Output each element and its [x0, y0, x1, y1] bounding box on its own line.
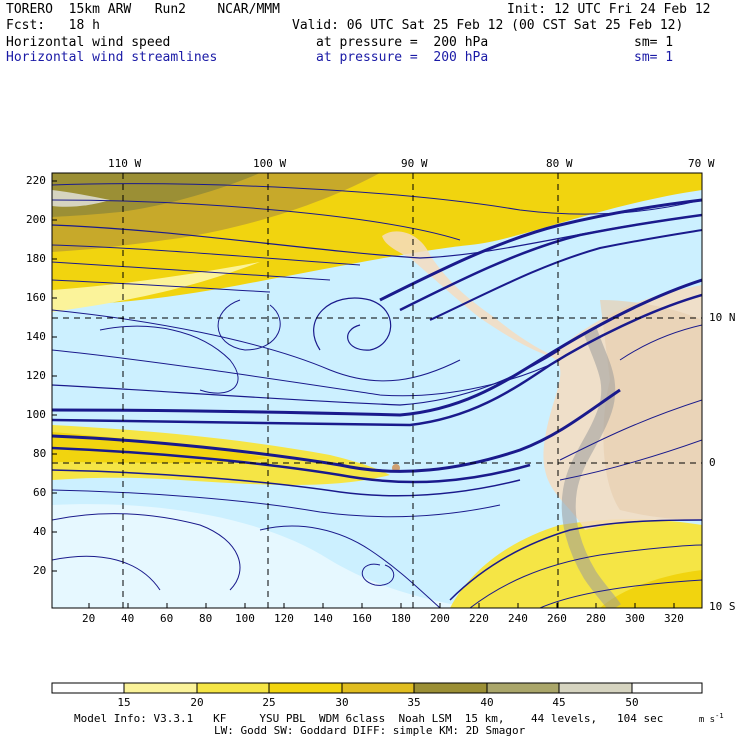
field2-name: Horizontal wind streamlines: [6, 50, 218, 65]
field1-level: at pressure = 200 hPa: [316, 35, 489, 50]
colorbar-unit-text: m s: [698, 715, 716, 725]
x-tick-label: 200: [430, 612, 450, 625]
model-title: TORERO 15km ARW Run2 NCAR/MMM: [6, 2, 280, 17]
x-tick-label: 40: [121, 612, 135, 625]
forecast-hour: Fcst: 18 h: [6, 18, 100, 33]
x-tick-label: 300: [625, 612, 645, 625]
x-tick-label: 160: [352, 612, 372, 625]
x-tick-label: 80: [199, 612, 213, 625]
x-tick-label: 100: [235, 612, 255, 625]
y-tick-label: 120: [26, 369, 46, 382]
y-tick-label: 140: [26, 330, 46, 343]
field1-name: Horizontal wind speed: [6, 35, 171, 50]
colorbar-bin-1: [123, 682, 198, 694]
x-tick-label: 320: [664, 612, 684, 625]
colorbar-label: 25: [262, 696, 276, 709]
streamlines-layer: [52, 183, 702, 608]
init-time: Init: 12 UTC Fri 24 Feb 12: [507, 2, 711, 17]
valid-time: Valid: 06 UTC Sat 25 Feb 12 (00 CST Sat …: [292, 18, 684, 33]
y-tick-label: 40: [33, 525, 47, 538]
north-jet-edge: [52, 262, 260, 312]
colorbar-label: 15: [117, 696, 131, 709]
x-tick-label: 60: [160, 612, 174, 625]
map-frame: [51, 172, 703, 609]
y-tick-label: 200: [26, 213, 46, 226]
map-field-layer: [52, 173, 702, 608]
y-tick-marks: [52, 180, 57, 572]
colorbar-bin-8: [631, 682, 703, 694]
y-tick-label: 20: [33, 564, 47, 577]
colorbar-label: 35: [407, 696, 421, 709]
lon-label-90w: 90 W: [401, 157, 428, 170]
y-tick-label: 100: [26, 408, 46, 421]
colorbar-label: 20: [190, 696, 204, 709]
x-tick-marks: [88, 603, 675, 608]
x-tick-label: 120: [274, 612, 294, 625]
colorbar-label: 30: [335, 696, 349, 709]
colorbar-unit-exponent: -1: [715, 712, 724, 720]
y-tick-label: 180: [26, 252, 46, 265]
y-tick-label: 60: [33, 486, 47, 499]
lat-label-0: 0: [709, 456, 716, 469]
y-tick-label: 220: [26, 174, 46, 187]
colorbar-unit: m s-1: [688, 698, 724, 726]
lon-label-70w: 70 W: [688, 157, 715, 170]
lon-label-80w: 80 W: [546, 157, 573, 170]
colorbar-bin-2: [196, 682, 270, 694]
x-tick-label: 240: [508, 612, 528, 625]
x-tick-label: 260: [547, 612, 567, 625]
colorbar-label: 50: [625, 696, 639, 709]
weak-wind-region: [52, 504, 470, 608]
colorbar-bin-6: [486, 682, 560, 694]
lon-label-100w: 100 W: [253, 157, 287, 170]
x-tick-label: 180: [391, 612, 411, 625]
southeast-jet-core: [600, 570, 702, 608]
field2-smoothing: sm= 1: [634, 50, 674, 65]
y-tick-label: 80: [33, 447, 47, 460]
lon-label-110w: 110 W: [108, 157, 142, 170]
colorbar: [51, 682, 703, 694]
x-tick-label: 20: [82, 612, 96, 625]
colorbar-bin-3: [268, 682, 343, 694]
x-tick-label: 140: [313, 612, 333, 625]
field1-smoothing: sm= 1: [634, 35, 674, 50]
lat-lon-grid: [52, 173, 702, 608]
x-tick-label: 220: [469, 612, 489, 625]
model-info-line1: Model Info: V3.3.1 KF YSU PBL WDM 6class…: [74, 712, 664, 725]
colorbar-bin-0: [51, 682, 125, 694]
colorbar-label: 45: [552, 696, 566, 709]
x-tick-label: 280: [586, 612, 606, 625]
andes-ridge: [561, 327, 621, 608]
lat-label-10n: 10 N: [709, 311, 736, 324]
y-tick-label: 160: [26, 291, 46, 304]
field2-level: at pressure = 200 hPa: [316, 50, 489, 65]
colorbar-bin-4: [341, 682, 415, 694]
colorbar-label: 40: [480, 696, 494, 709]
colorbar-bin-7: [558, 682, 633, 694]
colorbar-bin-5: [413, 682, 488, 694]
north-jet-peak: [52, 190, 110, 207]
lat-label-10s: 10 S: [709, 600, 736, 613]
model-info-line2: LW: Godd SW: Goddard DIFF: simple KM: 2D…: [214, 724, 526, 737]
andes-interior: [600, 300, 702, 520]
